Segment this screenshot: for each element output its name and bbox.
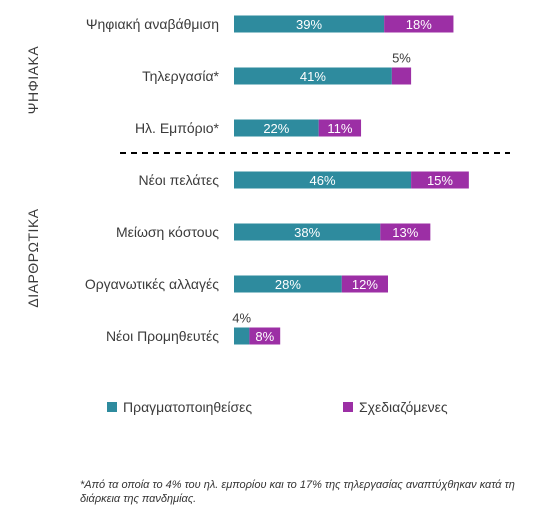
category-label: Μείωση κόστους (116, 224, 219, 240)
value-label: 41% (300, 69, 326, 84)
footnote: *Από τα οποία το 4% του ηλ. εμπορίου και… (80, 479, 515, 505)
category-label: Οργανωτικές αλλαγές (85, 276, 219, 292)
value-labels: 39% 18% 41% 5% 22% 11% 46% 15% 38% 13% 28% 12% 4% 8% (232, 17, 453, 344)
legend-swatch (343, 402, 353, 412)
legend: Πραγματοποιηθείσες Σχεδιαζόμενες (107, 399, 448, 415)
category-label: Νέοι Προμηθευτές (106, 328, 219, 344)
value-label: 22% (263, 121, 289, 136)
bar-segment (234, 171, 412, 189)
bar-segment (411, 171, 469, 189)
group-label-digital: ΨΗΦΙΑΚΑ (25, 46, 41, 115)
legend-entry: Σχεδιαζόμενες (359, 399, 448, 415)
bar-segment (318, 119, 362, 137)
value-label: 8% (255, 329, 274, 344)
bar-segment (234, 275, 342, 293)
bar-segment (234, 119, 319, 137)
bar-segment (234, 15, 385, 33)
value-label: 18% (406, 17, 432, 32)
value-label: 39% (296, 17, 322, 32)
bar-segment (384, 15, 454, 33)
value-label: 5% (392, 51, 411, 66)
bar-segment (391, 67, 412, 85)
bar-segment (234, 223, 381, 241)
group-label-structural: ΔΙΑΡΘΡΩΤΙΚΑ (25, 208, 41, 307)
bar-segment (249, 327, 281, 345)
legend-entry: Πραγματοποιηθείσες (123, 399, 252, 415)
bar-segment (234, 67, 392, 85)
value-label: 46% (310, 173, 336, 188)
value-label: 4% (232, 311, 251, 326)
value-label: 15% (427, 173, 453, 188)
category-labels: Ψηφιακή αναβάθμιση Τηλεργασία* Ηλ. Εμπόριο… (85, 16, 220, 344)
bar-segment (234, 327, 250, 345)
category-label: Ηλ. Εμπόριο* (135, 120, 220, 136)
bars (234, 15, 469, 345)
category-label: Ψηφιακή αναβάθμιση (86, 16, 219, 32)
category-label: Τηλεργασία* (142, 68, 219, 84)
value-label: 12% (352, 277, 378, 292)
bar-segment (341, 275, 388, 293)
value-label: 13% (392, 225, 418, 240)
category-label: Νέοι πελάτες (139, 172, 220, 188)
legend-swatch (107, 402, 117, 412)
value-label: 38% (294, 225, 320, 240)
bar-segment (380, 223, 431, 241)
value-label: 28% (275, 277, 301, 292)
value-label: 11% (327, 121, 352, 136)
